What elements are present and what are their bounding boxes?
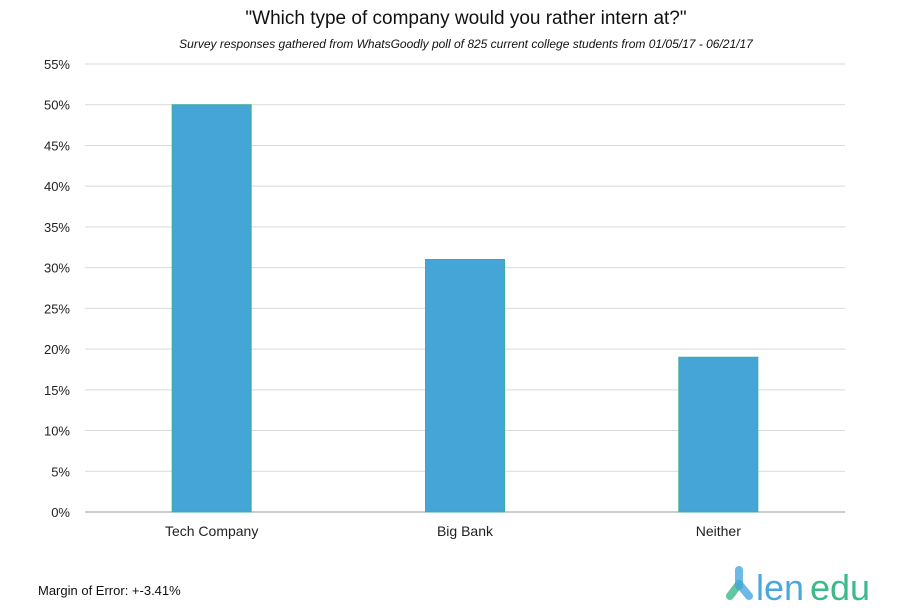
margin-of-error: Margin of Error: +-3.41% <box>38 583 181 598</box>
y-tick-label: 15% <box>44 383 70 398</box>
y-tick-label: 50% <box>44 98 70 113</box>
y-tick-label: 30% <box>44 261 70 276</box>
bar-tech-company <box>171 104 252 513</box>
y-tick-label: 5% <box>51 464 70 479</box>
y-tick-label: 10% <box>44 424 70 439</box>
bar-chart: 0% 5% 10% 15% 20% 25% 30% 35% 40% 45% 50% 55% Tech C… <box>44 57 845 539</box>
x-tick-label: Neither <box>696 523 741 539</box>
y-tick-label: 40% <box>44 179 70 194</box>
lendedu-logo: len edu <box>722 562 882 611</box>
y-tick-label: 55% <box>44 57 70 72</box>
chart-title: "Which type of company would you rather … <box>245 8 687 29</box>
chart-subtitle: Survey responses gathered from WhatsGood… <box>179 37 753 51</box>
y-tick-label: 35% <box>44 220 70 235</box>
x-tick-label: Big Bank <box>437 523 494 539</box>
bar-big-bank <box>425 258 505 513</box>
svg-text:len: len <box>756 567 804 606</box>
lendedu-logo-icon: len edu <box>726 566 870 608</box>
y-tick-label: 0% <box>51 505 70 520</box>
y-tick-label: 20% <box>44 342 70 357</box>
y-tick-label: 25% <box>44 301 70 316</box>
svg-text:edu: edu <box>810 567 870 606</box>
bar-neither <box>678 356 759 513</box>
y-tick-label: 45% <box>44 138 70 153</box>
x-tick-label: Tech Company <box>165 523 258 539</box>
